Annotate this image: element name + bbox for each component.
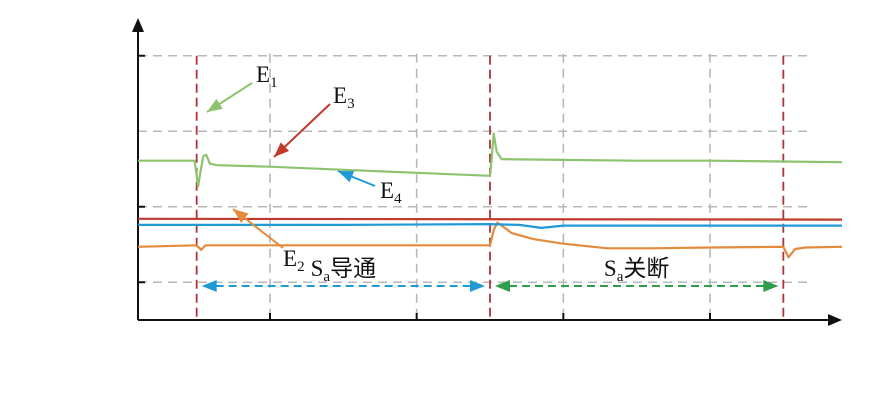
y-axis-arrow: [132, 18, 144, 32]
annotation-label-e4: E4: [380, 178, 402, 207]
series-line-e1: [138, 132, 843, 188]
series-line-e2: [137, 221, 843, 259]
interval-label-1: Sa关断: [604, 256, 669, 285]
annotation-label-e2: E2: [283, 246, 305, 275]
annotation-arrow-e1-head: [207, 98, 223, 112]
interval-arrow-1-head-right: [763, 280, 779, 292]
interval-arrow-0-head-left: [201, 280, 217, 292]
series-line-e4: [138, 223, 842, 229]
annotation-label-e1: E1: [256, 62, 278, 91]
annotation-label-e3: E3: [333, 83, 355, 112]
interval-arrow-1-head-left: [495, 280, 510, 292]
annotation-arrow-e4-head: [338, 171, 355, 183]
interval-label-0: Sa导通: [311, 256, 376, 285]
series-line-e3: [137, 217, 843, 221]
annotation-arrow-e2-head: [233, 209, 249, 223]
annotation-arrow-e3-head: [274, 142, 290, 157]
x-axis-arrow: [828, 314, 842, 326]
interval-arrow-0-head-right: [470, 280, 485, 292]
